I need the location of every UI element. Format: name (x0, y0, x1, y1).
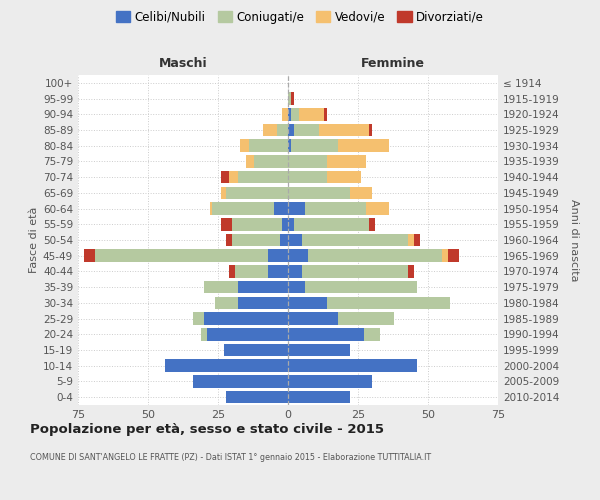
Bar (277, 124, 288, 136)
Bar (280, 234, 288, 246)
Bar (238, 281, 288, 293)
Bar (293, 218, 369, 230)
Bar (448, 250, 459, 262)
Bar (212, 202, 274, 215)
Bar (319, 124, 369, 136)
Bar (327, 171, 361, 183)
Text: Maschi: Maschi (158, 58, 208, 70)
Bar (305, 202, 367, 215)
Bar (193, 312, 204, 325)
Text: COMUNE DI SANT'ANGELO LE FRATTE (PZ) - Dati ISTAT 1° gennaio 2015 - Elaborazione: COMUNE DI SANT'ANGELO LE FRATTE (PZ) - D… (30, 452, 431, 462)
Bar (308, 250, 442, 262)
Bar (209, 202, 212, 215)
Bar (232, 234, 280, 246)
Bar (165, 360, 288, 372)
Bar (229, 265, 235, 278)
Bar (288, 281, 305, 293)
Legend: Celibi/Nubili, Coniugati/e, Vedovi/e, Divorziati/e: Celibi/Nubili, Coniugati/e, Vedovi/e, Di… (111, 6, 489, 28)
Bar (288, 92, 291, 105)
Text: Femmine: Femmine (361, 58, 425, 70)
Bar (238, 171, 288, 183)
Bar (288, 171, 327, 183)
Bar (338, 140, 389, 152)
Bar (204, 312, 288, 325)
Bar (268, 250, 288, 262)
Bar (291, 92, 293, 105)
Bar (254, 155, 288, 168)
Bar (232, 218, 283, 230)
Bar (414, 234, 419, 246)
Bar (201, 328, 207, 340)
Y-axis label: Anni di nascita: Anni di nascita (569, 198, 579, 281)
Bar (288, 360, 417, 372)
Bar (226, 186, 288, 199)
Bar (291, 140, 338, 152)
Bar (229, 171, 238, 183)
Bar (235, 265, 268, 278)
Bar (288, 140, 291, 152)
Bar (238, 296, 288, 309)
Bar (288, 186, 350, 199)
Bar (207, 328, 288, 340)
Bar (288, 328, 364, 340)
Bar (288, 108, 291, 120)
Bar (291, 108, 299, 120)
Bar (288, 202, 305, 215)
Bar (288, 375, 372, 388)
Bar (293, 124, 319, 136)
Bar (224, 344, 288, 356)
Bar (221, 186, 226, 199)
Bar (327, 155, 367, 168)
Y-axis label: Fasce di età: Fasce di età (29, 207, 39, 273)
Bar (215, 296, 238, 309)
Bar (226, 391, 288, 404)
Bar (288, 124, 293, 136)
Bar (204, 281, 238, 293)
Bar (283, 108, 288, 120)
Bar (288, 265, 302, 278)
Bar (268, 265, 288, 278)
Bar (364, 328, 380, 340)
Bar (288, 391, 350, 404)
Bar (288, 155, 327, 168)
Bar (221, 218, 232, 230)
Bar (299, 108, 325, 120)
Bar (369, 124, 372, 136)
Bar (367, 202, 389, 215)
Bar (288, 312, 338, 325)
Bar (241, 140, 249, 152)
Bar (263, 124, 277, 136)
Bar (369, 218, 375, 230)
Bar (221, 171, 229, 183)
Bar (288, 250, 308, 262)
Bar (288, 344, 350, 356)
Bar (274, 202, 288, 215)
Bar (327, 296, 451, 309)
Bar (288, 234, 302, 246)
Text: Popolazione per età, sesso e stato civile - 2015: Popolazione per età, sesso e stato civil… (30, 422, 384, 436)
Bar (325, 108, 327, 120)
Bar (226, 234, 232, 246)
Bar (193, 375, 288, 388)
Bar (305, 281, 417, 293)
Bar (302, 265, 409, 278)
Bar (83, 250, 95, 262)
Bar (350, 186, 372, 199)
Bar (283, 218, 288, 230)
Bar (246, 155, 254, 168)
Bar (288, 218, 293, 230)
Bar (338, 312, 394, 325)
Bar (409, 265, 414, 278)
Bar (409, 234, 414, 246)
Bar (288, 296, 327, 309)
Bar (95, 250, 268, 262)
Bar (442, 250, 448, 262)
Bar (249, 140, 288, 152)
Bar (302, 234, 409, 246)
